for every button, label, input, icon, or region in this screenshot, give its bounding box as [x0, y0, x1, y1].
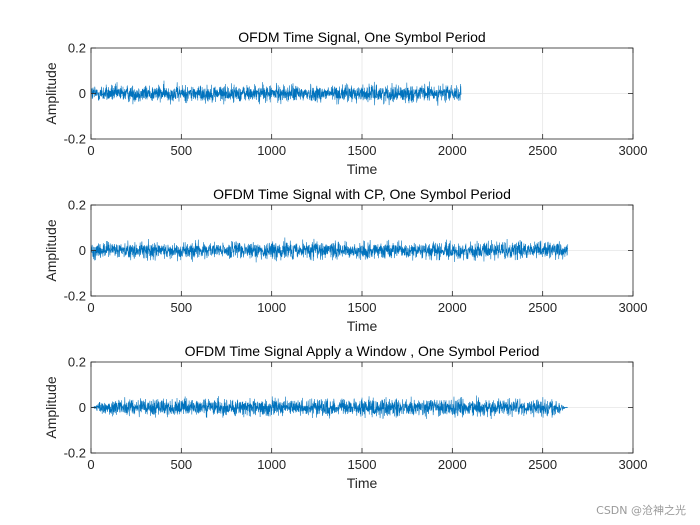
y-tick-label: -0.2 — [64, 289, 86, 304]
y-axis-label: Amplitude — [43, 376, 59, 438]
chart-title: OFDM Time Signal, One Symbol Period — [238, 29, 485, 45]
y-tick-label: 0 — [79, 400, 86, 415]
y-axis-label: Amplitude — [43, 219, 59, 281]
x-tick-label: 0 — [87, 457, 94, 472]
x-tick-label: 0 — [87, 300, 94, 315]
x-tick-label: 2000 — [438, 143, 467, 158]
y-axis-label: Amplitude — [43, 62, 59, 124]
y-tick-label: 0 — [79, 86, 86, 101]
y-tick-label: 0.2 — [68, 198, 86, 213]
x-tick-label: 1000 — [257, 300, 286, 315]
chart-title: OFDM Time Signal with CP, One Symbol Per… — [213, 186, 511, 202]
watermark-text: CSDN @沧神之光 — [596, 504, 686, 517]
chart-title: OFDM Time Signal Apply a Window , One Sy… — [185, 343, 540, 359]
x-tick-label: 3000 — [619, 457, 648, 472]
x-tick-label: 500 — [170, 143, 192, 158]
x-tick-label: 2000 — [438, 300, 467, 315]
x-tick-label: 3000 — [619, 300, 648, 315]
x-tick-label: 1000 — [257, 143, 286, 158]
x-tick-label: 2500 — [528, 457, 557, 472]
x-tick-label: 2000 — [438, 457, 467, 472]
x-tick-label: 0 — [87, 143, 94, 158]
signal-series-line — [91, 395, 568, 419]
y-tick-label: -0.2 — [64, 132, 86, 147]
y-tick-label: 0.2 — [68, 41, 86, 56]
x-tick-label: 500 — [170, 300, 192, 315]
x-tick-label: 3000 — [619, 143, 648, 158]
x-tick-label: 1000 — [257, 457, 286, 472]
y-tick-label: 0.2 — [68, 355, 86, 370]
x-axis-label: Time — [347, 161, 378, 177]
x-axis-label: Time — [347, 475, 378, 491]
x-tick-label: 1500 — [348, 143, 377, 158]
y-tick-label: -0.2 — [64, 446, 86, 461]
x-tick-label: 2500 — [528, 143, 557, 158]
x-tick-label: 500 — [170, 457, 192, 472]
y-tick-label: 0 — [79, 243, 86, 258]
x-tick-label: 1500 — [348, 300, 377, 315]
signal-series-line — [90, 237, 569, 263]
x-axis-label: Time — [347, 318, 378, 334]
signal-series-line — [90, 80, 462, 106]
x-tick-label: 2500 — [528, 300, 557, 315]
x-tick-label: 1500 — [348, 457, 377, 472]
